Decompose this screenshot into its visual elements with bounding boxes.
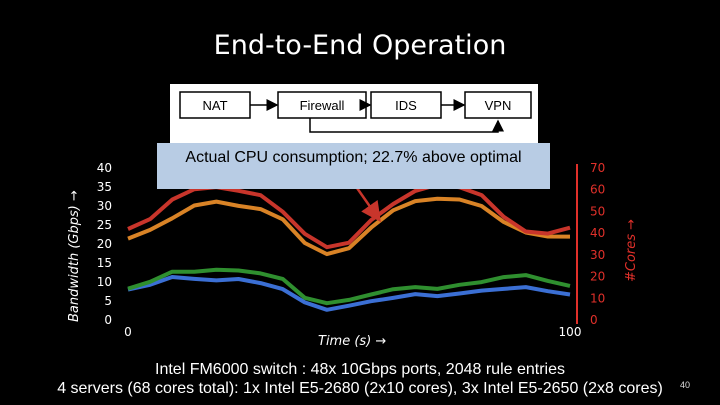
stage-label-nat: NAT	[202, 98, 227, 113]
y-axis-label-right: #Cores →	[624, 219, 639, 282]
y-tick-right-70: 70	[590, 161, 605, 175]
y-axis-label-left: Bandwidth (Gbps) →	[67, 190, 82, 322]
y-tick-left-10: 10	[97, 275, 112, 289]
series-line-orange	[127, 196, 571, 257]
stage-box-ids	[370, 91, 442, 119]
y-tick-left-0: 0	[104, 313, 112, 327]
slide-title: End-to-End Operation	[213, 30, 507, 61]
y-tick-left-15: 15	[97, 256, 112, 270]
stage-box-nat	[179, 91, 251, 119]
y-tick-right-50: 50	[590, 204, 605, 218]
footer-line-1: Intel FM6000 switch : 48x 10Gbps ports, …	[155, 361, 565, 378]
y-tick-left-40: 40	[97, 161, 112, 175]
y-tick-left-20: 20	[97, 237, 112, 251]
x-axis-label: Time (s) →	[318, 334, 386, 349]
y-tick-right-20: 20	[590, 270, 605, 284]
page-number: 40	[679, 380, 690, 390]
series-line-blue	[127, 275, 571, 312]
y-tick-right-30: 30	[590, 248, 605, 262]
y-tick-right-60: 60	[590, 183, 605, 197]
callout-box: Actual CPU consumption; 22.7% above opti…	[157, 143, 550, 189]
y-tick-left-30: 30	[97, 199, 112, 213]
callout-pointer	[355, 187, 381, 223]
stage-label-ids: IDS	[395, 98, 417, 113]
stage-label-vpn: VPN	[485, 98, 512, 113]
x-tick-100: 100	[559, 325, 582, 339]
x-tick-0: 0	[124, 325, 132, 339]
stage-label-firewall: Firewall	[300, 98, 345, 113]
series-line-green	[127, 267, 571, 306]
y-tick-left-35: 35	[97, 180, 112, 194]
y-tick-right-40: 40	[590, 226, 605, 240]
y-tick-left-5: 5	[104, 294, 112, 308]
x-tick-labels: 0 100	[124, 325, 581, 339]
loop-back-arrow	[309, 118, 504, 133]
footer-line-2: 4 servers (68 cores total): 1x Intel E5-…	[57, 380, 663, 397]
stage-box-vpn	[464, 91, 532, 119]
right-tick-labels: 0 10 20 30 40 50 60 70	[590, 161, 605, 327]
pipeline-svg: NAT Firewall IDS VPN	[179, 91, 532, 133]
left-tick-labels: 0 5 10 15 20 25 30 35 40	[97, 161, 112, 327]
y-tick-right-10: 10	[590, 291, 605, 305]
pipeline-diagram: NAT Firewall IDS VPN	[170, 84, 538, 148]
y-tick-left-25: 25	[97, 218, 112, 232]
y-tick-right-0: 0	[590, 313, 598, 327]
